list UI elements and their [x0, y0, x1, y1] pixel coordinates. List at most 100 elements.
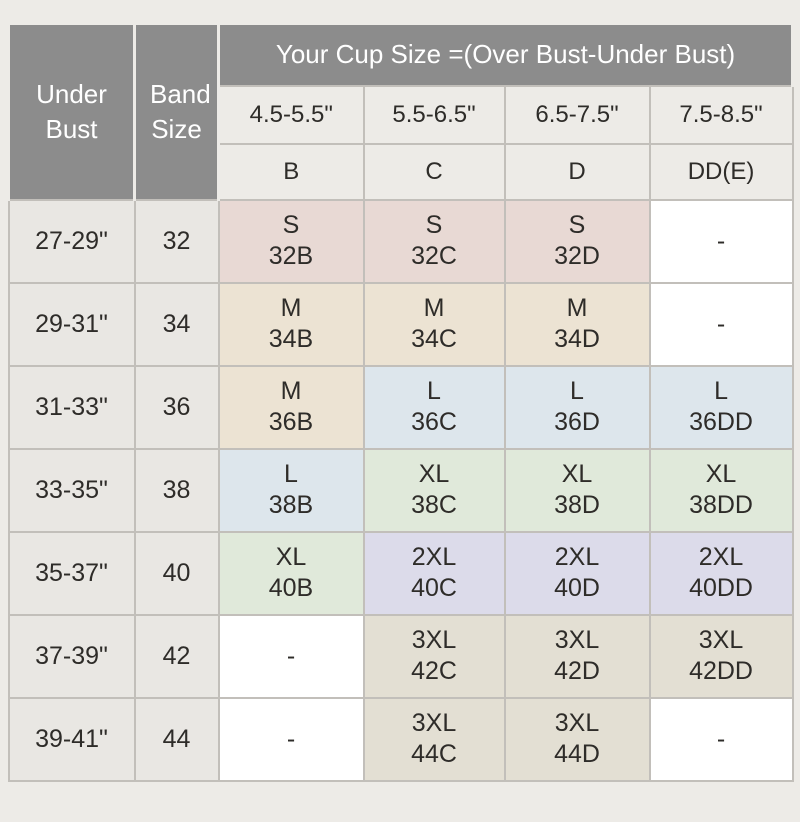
size-label: 3XL: [698, 626, 744, 654]
size-cell: M 34B: [217, 281, 365, 367]
band-size-cell: 34: [133, 281, 220, 367]
table-row: 33-35" 38 L 38B XL 38C XL 38D XL 38DD: [7, 447, 794, 533]
cup-range-header: 7.5-8.5": [648, 84, 794, 145]
size-cell: 3XL 44D: [503, 696, 651, 782]
size-code: 40DD: [689, 574, 753, 602]
table-row: 35-37" 40 XL 40B 2XL 40C 2XL 40D 2XL 40DD: [7, 530, 794, 616]
size-code: 32D: [554, 242, 600, 270]
size-code: 38DD: [689, 491, 753, 519]
size-code: 36DD: [689, 408, 753, 436]
size-code: 36C: [411, 408, 457, 436]
size-label: 2XL: [411, 543, 457, 571]
size-code: 38B: [268, 491, 314, 519]
under-bust-cell: 35-37": [7, 530, 136, 616]
size-code: 40D: [554, 574, 600, 602]
size-label: M: [566, 294, 588, 322]
size-label: XL: [561, 460, 593, 488]
band-size-cell: 36: [133, 364, 220, 450]
band-size-cell: 38: [133, 447, 220, 533]
size-label: -: [716, 309, 726, 338]
size-label: -: [286, 641, 296, 670]
table-header: Under Bust Band Size Your Cup Size =(Ove…: [7, 22, 795, 201]
size-code: 36B: [268, 408, 314, 436]
size-cell: XL 40B: [217, 530, 365, 616]
cup-range-header: 5.5-6.5": [362, 84, 506, 145]
under-bust-cell: 33-35": [7, 447, 136, 533]
size-label: S: [568, 211, 586, 239]
size-cell: XL 38C: [362, 447, 506, 533]
size-cell: S 32C: [362, 198, 506, 284]
table-row: 27-29" 32 S 32B S 32C S 32D -: [7, 198, 794, 284]
size-code: 32C: [411, 242, 457, 270]
size-cell: -: [648, 198, 794, 284]
under-bust-cell: 31-33": [7, 364, 136, 450]
size-label: L: [284, 460, 298, 488]
cup-letter-header: D: [503, 142, 651, 201]
header-row-letters: B C D DD(E): [9, 142, 794, 201]
size-cell: L 36DD: [648, 364, 794, 450]
size-label: M: [280, 377, 302, 405]
under-bust-cell: 39-41": [7, 696, 136, 782]
size-cell: XL 38DD: [648, 447, 794, 533]
cup-letter-header: DD(E): [648, 142, 794, 201]
size-code: 34D: [554, 325, 600, 353]
size-cell: 3XL 42DD: [648, 613, 794, 699]
size-label: 3XL: [411, 626, 457, 654]
size-cell: -: [217, 613, 365, 699]
size-code: 34C: [411, 325, 457, 353]
size-label: M: [423, 294, 445, 322]
size-label: XL: [705, 460, 737, 488]
table-row: 39-41" 44 - 3XL 44C 3XL 44D -: [7, 696, 794, 782]
under-bust-cell: 29-31": [7, 281, 136, 367]
size-code: 40B: [268, 574, 314, 602]
size-code: 44D: [554, 740, 600, 768]
table-body: 27-29" 32 S 32B S 32C S 32D - 29-31" 34 M 34…: [7, 198, 794, 782]
size-code: 36D: [554, 408, 600, 436]
size-cell: -: [217, 696, 365, 782]
size-label: 2XL: [698, 543, 744, 571]
size-label: L: [427, 377, 441, 405]
size-code: 38C: [411, 491, 457, 519]
size-cell: 3XL 42C: [362, 613, 506, 699]
band-size-header: Band Size: [133, 22, 220, 201]
size-chart-table: Under Bust Band Size Your Cup Size =(Ove…: [7, 22, 795, 782]
size-label: M: [280, 294, 302, 322]
size-code: 34B: [268, 325, 314, 353]
size-cell: M 36B: [217, 364, 365, 450]
table-row: 37-39" 42 - 3XL 42C 3XL 42D 3XL 42DD: [7, 613, 794, 699]
under-bust-cell: 27-29": [7, 198, 136, 284]
size-label: 3XL: [554, 709, 600, 737]
table-row: 29-31" 34 M 34B M 34C M 34D -: [7, 281, 794, 367]
size-cell: S 32B: [217, 198, 365, 284]
size-cell: L 38B: [217, 447, 365, 533]
size-label: -: [286, 724, 296, 753]
size-label: 2XL: [554, 543, 600, 571]
cup-letter-header: B: [217, 142, 365, 201]
under-bust-cell: 37-39": [7, 613, 136, 699]
size-cell: S 32D: [503, 198, 651, 284]
header-row-title: Under Bust Band Size Your Cup Size =(Ove…: [7, 22, 795, 201]
size-label: -: [716, 724, 726, 753]
size-cell: -: [648, 696, 794, 782]
band-size-cell: 40: [133, 530, 220, 616]
size-label: 3XL: [411, 709, 457, 737]
under-bust-header: Under Bust: [7, 22, 136, 201]
size-label: S: [282, 211, 300, 239]
size-cell: M 34C: [362, 281, 506, 367]
size-code: 42C: [411, 657, 457, 685]
size-label: L: [714, 377, 728, 405]
size-label: -: [716, 226, 726, 255]
band-size-cell: 42: [133, 613, 220, 699]
size-label: 3XL: [554, 626, 600, 654]
size-code: 40C: [411, 574, 457, 602]
size-cell: L 36D: [503, 364, 651, 450]
table-row: 31-33" 36 M 36B L 36C L 36D L 36DD: [7, 364, 794, 450]
size-cell: -: [648, 281, 794, 367]
cup-letter-header: C: [362, 142, 506, 201]
page-title: Your Cup Size =(Over Bust-Under Bust): [216, 22, 795, 87]
size-code: 38D: [554, 491, 600, 519]
size-cell: 2XL 40D: [503, 530, 651, 616]
size-cell: XL 38D: [503, 447, 651, 533]
size-code: 44C: [411, 740, 457, 768]
size-code: 42DD: [689, 657, 753, 685]
